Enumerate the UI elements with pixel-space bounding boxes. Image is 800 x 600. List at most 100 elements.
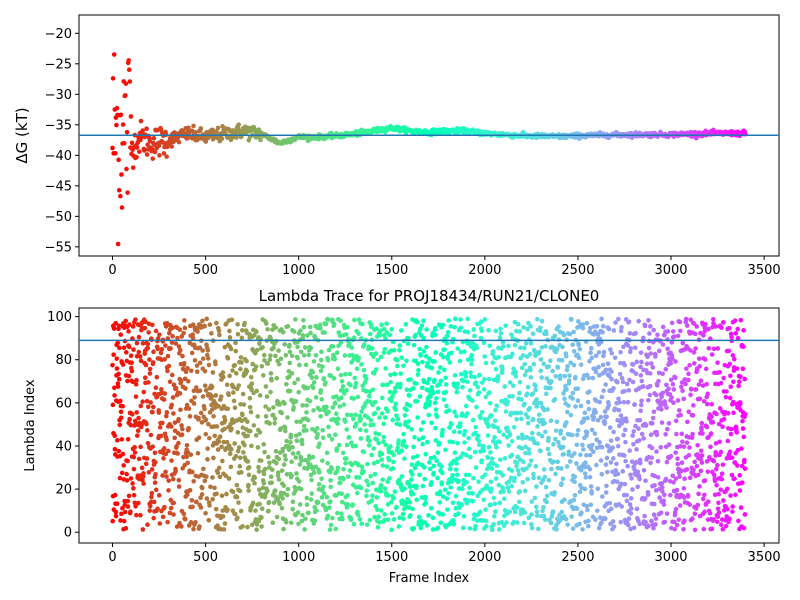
lambda-point — [371, 371, 377, 376]
lambda-point — [425, 380, 430, 386]
lambda-point — [179, 432, 185, 437]
delta-g-point — [186, 125, 191, 131]
lambda-point — [263, 321, 269, 326]
lambda-point — [411, 525, 417, 531]
lambda-point — [625, 342, 631, 348]
lambda-point — [493, 366, 499, 372]
lambda-point — [553, 374, 559, 379]
lambda-point — [200, 356, 206, 361]
lambda-point — [406, 393, 412, 398]
lambda-point — [358, 336, 364, 341]
lambda-point — [367, 517, 373, 523]
lambda-point — [666, 442, 672, 447]
lambda-point — [728, 431, 734, 437]
delta-g-x-ticks: 0 500 1000 1500 2000 2500 3000 3500 — [108, 256, 781, 278]
lambda-point — [475, 384, 481, 390]
lambda-point — [126, 344, 132, 350]
lambda-point — [239, 360, 244, 365]
lambda-point — [181, 511, 187, 517]
lambda-point — [455, 346, 460, 351]
lambda-point — [603, 462, 609, 467]
lambda-point — [266, 454, 271, 460]
lambda-point — [283, 352, 289, 358]
lambda-point — [289, 353, 295, 359]
lambda-point — [254, 347, 260, 353]
lambda-point — [242, 442, 247, 448]
lambda-point — [211, 455, 216, 461]
lambda-point — [200, 394, 206, 399]
lambda-point — [562, 373, 568, 379]
lambda-point — [219, 444, 224, 450]
lambda-point — [126, 493, 132, 499]
lambda-point — [721, 498, 726, 503]
lambda-point — [344, 456, 349, 461]
lambda-point — [308, 472, 314, 478]
lambda-point — [535, 424, 540, 429]
lambda-point — [638, 402, 644, 408]
lambda-point — [670, 356, 675, 362]
lambda-point — [349, 440, 354, 446]
lambda-point — [245, 524, 250, 530]
lambda-point — [305, 385, 311, 391]
lambda-point — [667, 478, 673, 484]
lambda-point — [694, 463, 700, 469]
lambda-point — [224, 491, 229, 497]
lambda-point — [550, 368, 555, 374]
lambda-point — [565, 522, 570, 527]
lambda-point — [656, 378, 661, 384]
lambda-point — [448, 422, 454, 427]
lambda-point — [581, 416, 587, 422]
lambda-point — [446, 318, 452, 323]
lambda-point — [507, 431, 513, 437]
lambda-point — [262, 358, 267, 363]
lambda-point — [481, 497, 487, 503]
lambda-point — [711, 458, 717, 464]
lambda-point — [232, 511, 238, 517]
lambda-point — [271, 345, 276, 351]
lambda-point — [673, 506, 679, 512]
lambda-x-tick-label: 500 — [193, 550, 218, 565]
lambda-point — [177, 391, 183, 396]
lambda-point — [132, 445, 137, 450]
lambda-point — [580, 442, 585, 448]
lambda-point — [660, 489, 665, 494]
lambda-point — [509, 468, 515, 473]
lambda-point — [338, 480, 343, 486]
lambda-point — [409, 477, 414, 482]
lambda-point — [395, 416, 401, 422]
lambda-point — [535, 316, 540, 322]
lambda-point — [298, 328, 303, 333]
lambda-point — [138, 512, 143, 518]
lambda-point — [195, 329, 200, 334]
lambda-point — [450, 439, 456, 445]
delta-g-y-tick-label: −35 — [45, 118, 72, 133]
lambda-point — [117, 475, 123, 481]
lambda-point — [627, 502, 633, 507]
delta-g-x-tick-label: 2500 — [561, 263, 594, 278]
lambda-point — [276, 477, 282, 482]
lambda-point — [637, 417, 643, 423]
lambda-point — [518, 345, 523, 351]
lambda-point — [220, 508, 226, 513]
lambda-point — [483, 518, 489, 524]
lambda-y-tick-label: 20 — [55, 483, 72, 498]
lambda-point — [432, 332, 438, 338]
lambda-point — [388, 379, 393, 385]
lambda-point — [272, 488, 278, 493]
lambda-point — [124, 478, 130, 483]
lambda-point — [190, 335, 196, 341]
lambda-point — [193, 520, 198, 525]
lambda-point — [382, 486, 388, 491]
lambda-point — [303, 457, 308, 463]
lambda-point — [302, 527, 307, 532]
lambda-point — [419, 521, 424, 527]
lambda-point — [741, 328, 746, 333]
lambda-point — [538, 325, 543, 331]
lambda-point — [364, 478, 369, 484]
lambda-point — [261, 471, 267, 477]
lambda-point — [265, 488, 270, 494]
lambda-point — [536, 412, 542, 418]
lambda-point — [604, 455, 610, 461]
lambda-point — [555, 365, 561, 370]
lambda-point — [557, 373, 563, 378]
